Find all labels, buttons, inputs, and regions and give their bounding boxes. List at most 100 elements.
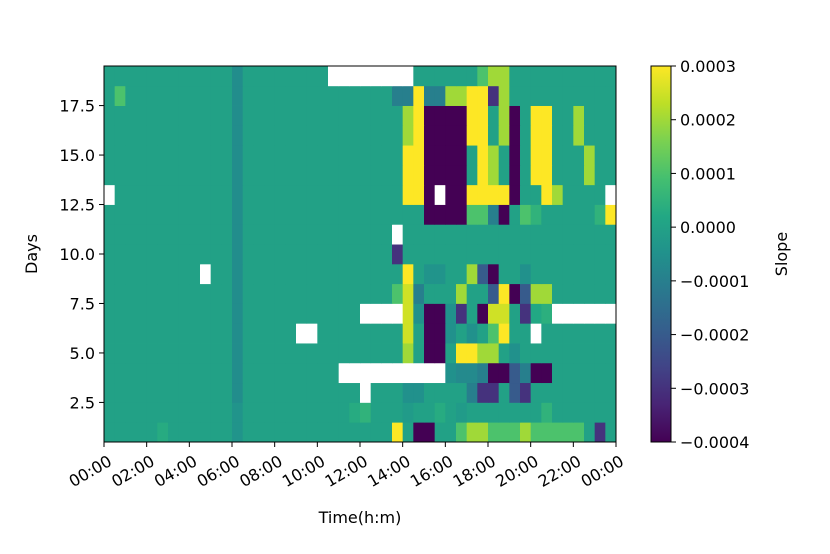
heatmap-cell [552, 145, 564, 166]
heatmap-cell [210, 204, 222, 225]
heatmap-cell [296, 303, 308, 324]
heatmap-cell [296, 323, 308, 344]
heatmap-cell [189, 323, 201, 344]
heatmap-cell [317, 85, 329, 106]
heatmap-cell [221, 184, 233, 205]
heatmap-cell [178, 125, 190, 146]
heatmap-cell [370, 184, 382, 205]
heatmap-cell [136, 362, 148, 384]
heatmap-cell [168, 105, 180, 126]
heatmap-cell [253, 343, 265, 364]
heatmap-cell [424, 323, 436, 344]
heatmap-cell [168, 422, 180, 442]
heatmap-cell [178, 303, 190, 324]
heatmap-cell [349, 164, 361, 186]
heatmap-cell [221, 283, 233, 304]
heatmap-cell [392, 283, 404, 304]
heatmap-cell [520, 283, 532, 304]
heatmap-cell [370, 224, 382, 245]
heatmap-cell [253, 382, 265, 403]
heatmap-cell [349, 382, 361, 403]
heatmap-cell [136, 184, 148, 205]
heatmap-cell [541, 66, 553, 87]
heatmap-cell [573, 125, 585, 146]
heatmap-cell [360, 244, 372, 265]
heatmap-cell [317, 224, 329, 245]
heatmap-cell [360, 105, 372, 126]
heatmap-cell [328, 382, 340, 403]
heatmap-cell [520, 422, 532, 442]
heatmap-cell [125, 402, 137, 423]
heatmap-cell [466, 323, 478, 344]
heatmap-cell [381, 323, 393, 344]
heatmap-cell [413, 402, 425, 423]
heatmap-cell [274, 105, 286, 126]
heatmap-cell [136, 323, 148, 344]
heatmap-cell [562, 422, 574, 442]
heatmap-cell [349, 422, 361, 442]
heatmap-cell [445, 244, 457, 265]
heatmap-cell [381, 105, 393, 126]
heatmap-cell [189, 244, 201, 265]
heatmap-cell [477, 125, 489, 146]
heatmap-cell [605, 204, 616, 225]
heatmap-cell [413, 303, 425, 324]
heatmap-cell [552, 422, 564, 442]
heatmap-cell [466, 244, 478, 265]
heatmap-cell [392, 85, 404, 106]
heatmap-cell [253, 204, 265, 225]
heatmap-cell [210, 105, 222, 126]
heatmap-cell [349, 145, 361, 166]
heatmap-cell [146, 164, 158, 186]
heatmap-cell [285, 303, 297, 324]
heatmap-cell [200, 66, 212, 87]
heatmap-cell [381, 66, 393, 87]
heatmap-cell [434, 263, 446, 285]
heatmap-cell [274, 66, 286, 87]
heatmap-cell [232, 85, 244, 106]
heatmap-cell [242, 125, 254, 146]
heatmap-cell [530, 422, 542, 442]
heatmap-cell [488, 323, 500, 344]
heatmap-cell [210, 402, 222, 423]
x-tick-label: 00:00 [66, 451, 115, 491]
heatmap-cell [488, 263, 500, 285]
heatmap-cell [306, 422, 318, 442]
heatmap-cell [605, 105, 616, 126]
heatmap-cell [477, 164, 489, 186]
heatmap-cell [402, 224, 414, 245]
heatmap-cell [573, 85, 585, 106]
heatmap-cell [125, 283, 137, 304]
heatmap-cell [488, 303, 500, 324]
heatmap-cell [349, 184, 361, 205]
heatmap-cell [530, 125, 542, 146]
heatmap-cell [370, 105, 382, 126]
heatmap-cell [456, 66, 468, 87]
heatmap-cell [253, 145, 265, 166]
heatmap-cell [456, 204, 468, 225]
heatmap-cell [573, 422, 585, 442]
heatmap-cell [477, 303, 489, 324]
heatmap-cell [413, 105, 425, 126]
heatmap-cell [562, 66, 574, 87]
heatmap-cell [445, 283, 457, 304]
heatmap-cell [253, 422, 265, 442]
heatmap-cell [200, 422, 212, 442]
heatmap-cell [477, 382, 489, 403]
heatmap-cell [349, 224, 361, 245]
heatmap-cell [125, 66, 137, 87]
heatmap-cell [264, 125, 276, 146]
heatmap-cell [370, 422, 382, 442]
heatmap-cell [157, 343, 169, 364]
heatmap-cell [456, 105, 468, 126]
heatmap-cell [189, 422, 201, 442]
heatmap-cell [264, 66, 276, 87]
heatmap-cell [562, 125, 574, 146]
x-tick-label: 02:00 [108, 451, 157, 491]
heatmap-cell [477, 105, 489, 126]
heatmap-cell [424, 184, 436, 205]
heatmap-cell [434, 105, 446, 126]
heatmap-cell [306, 244, 318, 265]
heatmap-cell [402, 402, 414, 423]
heatmap-cell [541, 164, 553, 186]
